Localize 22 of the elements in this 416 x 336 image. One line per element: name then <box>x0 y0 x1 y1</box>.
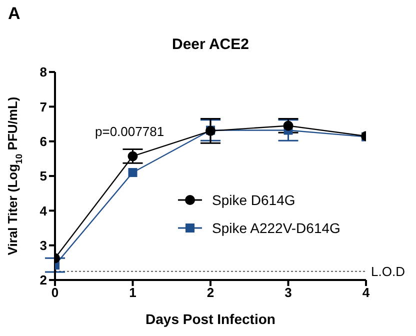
text: A <box>8 4 20 24</box>
point <box>283 120 294 131</box>
y-tick-label: 8 <box>40 64 47 80</box>
y-tick-label: 6 <box>40 134 47 149</box>
chart-title: Deer ACE2 <box>171 36 250 53</box>
legend-label: Spike A222V-D614G <box>212 220 340 236</box>
x-tick-label: 2 <box>206 285 214 300</box>
y-tick-label: 4 <box>40 203 48 218</box>
x-tick-label: 1 <box>129 285 136 300</box>
ref-line-label: L.O.D <box>371 264 405 279</box>
point <box>128 168 138 178</box>
x-tick-label: 0 <box>51 285 59 300</box>
y-tick-label: 2 <box>40 272 47 288</box>
x-tick-label: 4 <box>362 285 370 300</box>
x-axis-title: Days Post Infection <box>146 311 276 327</box>
x-tick-label: 3 <box>284 285 292 300</box>
y-tick-label: 7 <box>40 99 47 114</box>
legend-label: Spike D614G <box>212 192 296 208</box>
point <box>128 151 138 162</box>
annotation: p=0.007781 <box>95 124 164 139</box>
y-tick-label: 5 <box>40 168 47 184</box>
y-tick-label: 3 <box>40 238 47 253</box>
